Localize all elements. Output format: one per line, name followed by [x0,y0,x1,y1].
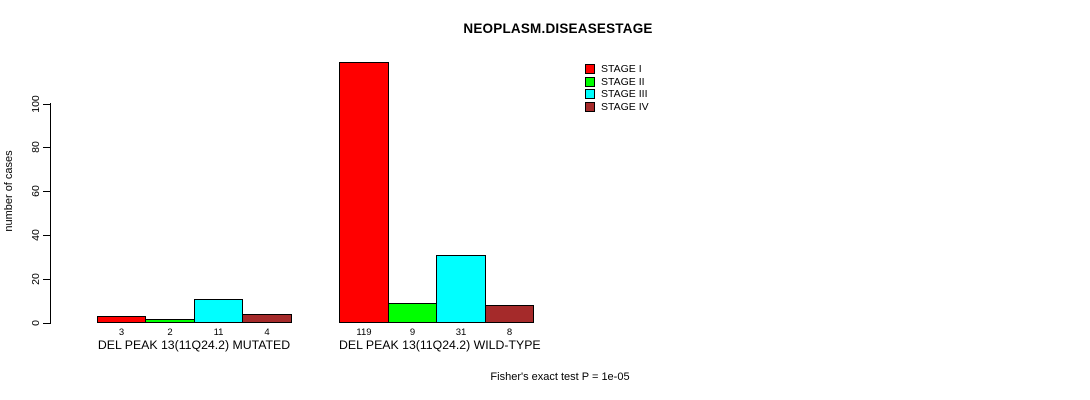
bar-value-label: 9 [409,327,416,338]
legend-label: STAGE II [601,75,645,88]
bar-value-label: 4 [264,327,270,338]
bar-value-label: 8 [506,327,513,338]
bar [485,305,534,323]
legend-item: STAGE II [585,76,649,89]
y-tick-label: 20 [30,273,42,285]
bar [97,316,146,323]
y-tick [43,147,51,148]
y-tick-label: 80 [30,141,42,153]
y-tick [43,279,51,280]
y-tick [43,191,51,192]
legend-swatch [585,64,595,75]
legend-item: STAGE III [585,88,649,101]
chart-title: NEOPLASM.DISEASESTAGE [463,21,653,36]
legend-swatch [585,76,595,87]
bar [242,314,292,323]
bar [145,319,195,323]
legend: STAGE I STAGE II STAGE III STAGE IV [585,63,649,113]
bar [436,255,486,323]
bar-value-label: 2 [167,327,173,338]
y-tick-label: 0 [30,320,42,326]
bar-value-label: 11 [213,327,224,338]
y-tick [43,104,51,105]
legend-label: STAGE I [601,63,642,76]
group-label: DEL PEAK 13(11Q24.2) MUTATED [97,338,291,352]
legend-swatch [585,101,595,112]
legend-label: STAGE III [601,88,648,101]
y-tick [43,235,51,236]
group-label: DEL PEAK 13(11Q24.2) WILD-TYPE [339,338,541,352]
bar [339,62,389,323]
y-tick-label: 60 [30,185,42,197]
y-tick [43,323,51,324]
bar-value-label: 119 [356,327,372,338]
y-tick-label: 100 [30,95,42,113]
bar-value-label: 31 [455,327,467,338]
bar [194,299,243,323]
y-axis-line [50,103,51,323]
stat-annotation: Fisher's exact test P = 1e-05 [490,371,630,383]
legend-label: STAGE IV [601,100,649,113]
legend-item: STAGE IV [585,101,649,114]
y-tick-label: 40 [30,229,42,241]
legend-item: STAGE I [585,63,649,76]
legend-swatch [585,89,595,100]
bar [388,303,437,323]
y-axis-label: number of cases [3,150,15,232]
bar-value-label: 3 [118,327,125,338]
